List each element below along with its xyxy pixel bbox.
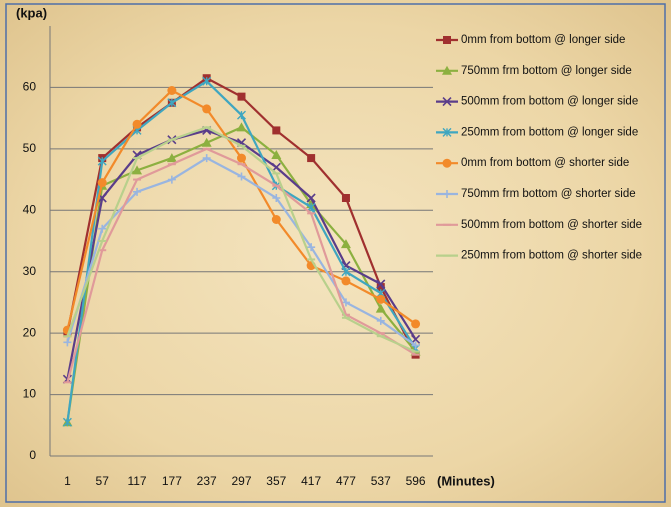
data-point	[272, 126, 281, 135]
data-point	[202, 154, 211, 163]
data-point	[237, 110, 246, 120]
legend-label: 500mm from bottom @ longer side	[461, 96, 638, 108]
x-tick-label: 477	[336, 474, 356, 488]
data-point	[97, 178, 107, 188]
x-tick-label: 596	[406, 474, 426, 488]
x-tick-label: 357	[266, 474, 286, 488]
data-point	[167, 98, 177, 108]
x-tick-label: 117	[127, 474, 146, 488]
x-tick-label: 1	[64, 474, 71, 488]
legend-label: 500mm from bottom @ shorter side	[461, 219, 642, 231]
data-point	[341, 194, 350, 202]
data-point	[97, 156, 107, 166]
legend-label: 750mm frm bottom @ longer side	[461, 65, 632, 77]
data-point	[132, 165, 143, 175]
x-tick-label: 177	[162, 474, 182, 488]
data-point	[167, 86, 177, 95]
data-point	[376, 294, 386, 304]
data-point	[272, 194, 281, 202]
data-point	[202, 104, 212, 114]
legend-marker	[442, 127, 452, 137]
chart-border	[5, 3, 666, 503]
y-tick-label: 0	[29, 448, 36, 462]
data-point	[271, 215, 281, 224]
data-point	[166, 153, 177, 163]
data-point	[340, 239, 351, 249]
data-point	[201, 137, 212, 147]
data-point	[411, 319, 421, 329]
data-point	[237, 92, 246, 101]
legend-label: 750mm frm bottom @ shorter side	[461, 188, 636, 200]
legend-label: 250mm from bottom @ shorter side	[461, 250, 642, 262]
legend-marker	[442, 97, 452, 107]
x-tick-label: 537	[371, 474, 391, 488]
legend-marker	[442, 158, 452, 168]
data-point	[411, 334, 421, 344]
x-tick-label: 57	[96, 474, 110, 488]
data-point	[98, 224, 107, 233]
data-point	[271, 150, 282, 159]
y-tick-label: 50	[23, 141, 37, 155]
legend-label: 0mm from bottom @ longer side	[461, 34, 625, 46]
data-point	[167, 175, 176, 184]
data-point	[307, 243, 316, 252]
x-axis-label: (Minutes)	[437, 473, 495, 488]
legend-label: 0mm from bottom @ shorter side	[461, 157, 629, 169]
y-tick-label: 20	[23, 325, 37, 339]
legend-label: 250mm from bottom @ longer side	[461, 126, 638, 138]
data-point	[375, 303, 386, 313]
data-point	[63, 338, 72, 347]
x-tick-label: 297	[231, 474, 251, 488]
data-point	[341, 267, 351, 277]
data-point	[341, 276, 351, 286]
data-point	[376, 279, 386, 289]
x-tick-label: 417	[301, 474, 321, 488]
data-point	[306, 193, 316, 203]
y-tick-label: 60	[23, 80, 37, 94]
data-point	[307, 154, 316, 163]
legend-marker	[443, 190, 451, 198]
data-point	[202, 76, 212, 86]
data-point	[341, 298, 350, 307]
data-point	[411, 341, 420, 350]
data-point	[62, 417, 72, 427]
y-tick-label: 10	[23, 387, 37, 401]
data-point	[133, 187, 142, 196]
y-tick-label: 30	[23, 264, 37, 278]
data-point	[237, 153, 246, 163]
legend-marker	[443, 36, 451, 44]
data-point	[236, 122, 247, 132]
y-axis-label: (kpa)	[16, 5, 47, 20]
data-point	[376, 283, 385, 292]
data-point	[376, 316, 385, 325]
data-point	[132, 119, 142, 129]
legend-marker	[442, 65, 452, 75]
y-tick-label: 40	[23, 202, 37, 216]
data-point	[237, 172, 246, 181]
x-tick-label: 237	[197, 474, 217, 488]
